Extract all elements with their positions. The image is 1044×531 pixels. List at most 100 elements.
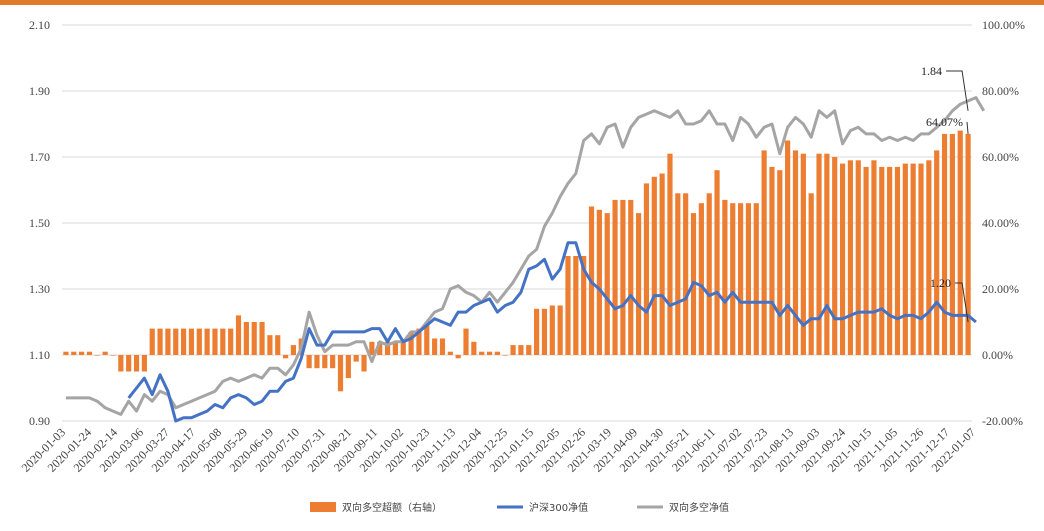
bar xyxy=(871,160,877,355)
annotation-leader xyxy=(955,282,969,323)
line-series xyxy=(65,96,986,423)
bar xyxy=(94,355,100,356)
bar xyxy=(455,355,461,359)
right-tick-label: -20.00% xyxy=(982,414,1023,428)
bar xyxy=(290,345,297,355)
right-tick-label: 80.00% xyxy=(982,84,1019,98)
bar xyxy=(643,183,650,355)
bar xyxy=(753,203,759,355)
bar xyxy=(565,256,571,355)
right-tick-label: 0.00% xyxy=(982,348,1013,362)
bar xyxy=(424,325,430,355)
left-tick-label: 0.90 xyxy=(29,414,50,428)
bar xyxy=(314,355,320,369)
bar xyxy=(447,351,453,355)
bar xyxy=(541,308,548,355)
bar xyxy=(518,345,524,355)
bar xyxy=(879,166,885,355)
bar xyxy=(141,355,147,372)
bar xyxy=(769,166,775,355)
bar xyxy=(596,209,602,355)
bar xyxy=(824,153,830,355)
bar xyxy=(282,355,289,359)
bar xyxy=(714,170,720,355)
bar xyxy=(126,355,132,372)
bar xyxy=(510,345,516,355)
bar xyxy=(494,351,500,355)
bar xyxy=(659,173,665,355)
bar xyxy=(816,153,822,355)
bar xyxy=(636,213,642,355)
bar xyxy=(910,163,916,355)
left-tick-label: 1.50 xyxy=(29,216,50,230)
bar xyxy=(235,315,242,355)
bar xyxy=(157,328,163,355)
bar xyxy=(941,133,948,355)
bar xyxy=(675,193,681,355)
bar xyxy=(479,351,485,355)
left-tick-label: 1.90 xyxy=(29,84,50,98)
bar xyxy=(628,199,634,355)
bar xyxy=(706,193,712,355)
legend-label: 沪深300净值 xyxy=(529,501,588,514)
bar xyxy=(863,166,869,355)
bar xyxy=(847,160,853,355)
bar xyxy=(432,338,438,355)
bar xyxy=(667,153,673,355)
bar xyxy=(463,328,469,355)
bar xyxy=(526,345,532,355)
left-axis-ticks: 2.10 1.90 1.70 1.50 1.30 1.10 0.90 xyxy=(29,18,50,428)
bar xyxy=(800,153,806,355)
right-tick-label: 100.00% xyxy=(982,18,1025,32)
legend: 双向多空超额（右轴） 沪深300净值 双向多空净值 xyxy=(310,501,729,514)
bar xyxy=(683,193,689,355)
bar xyxy=(949,133,955,355)
bar xyxy=(965,133,971,355)
right-tick-label: 40.00% xyxy=(982,216,1019,230)
bar xyxy=(408,331,414,355)
bar xyxy=(471,341,477,355)
bar xyxy=(957,130,963,355)
bar xyxy=(165,328,171,355)
bar xyxy=(722,199,728,355)
bar-series xyxy=(63,130,971,392)
bar xyxy=(118,355,124,372)
bar xyxy=(267,335,273,355)
bar xyxy=(102,351,108,355)
bar xyxy=(259,322,265,355)
series-line xyxy=(65,96,986,416)
bar xyxy=(196,328,202,355)
bar xyxy=(902,163,908,355)
bar xyxy=(777,170,783,355)
bar xyxy=(745,203,752,355)
bar xyxy=(173,328,179,355)
bar xyxy=(808,193,814,355)
bar xyxy=(392,341,398,355)
bar xyxy=(549,305,555,355)
bar xyxy=(337,355,344,392)
right-tick-label: 20.00% xyxy=(982,282,1019,296)
annotation-label: 1.84 xyxy=(921,64,942,78)
legend-label: 双向多空净值 xyxy=(669,501,729,514)
bar xyxy=(486,351,493,355)
bar xyxy=(730,203,736,355)
bar xyxy=(71,351,77,355)
left-tick-label: 2.10 xyxy=(29,18,50,32)
bar xyxy=(345,355,351,379)
bar xyxy=(400,341,406,355)
bar xyxy=(204,328,210,355)
legend-swatch xyxy=(310,502,336,512)
bar xyxy=(110,355,116,356)
top-accent-bar xyxy=(0,0,1044,5)
bar xyxy=(322,355,328,369)
bar xyxy=(926,160,932,355)
annotation-leader xyxy=(946,70,969,111)
bar xyxy=(251,322,257,355)
bar xyxy=(832,157,838,355)
bar xyxy=(228,328,234,355)
bar xyxy=(918,163,924,355)
bar xyxy=(86,351,93,355)
bar xyxy=(785,140,791,355)
annotation-leader xyxy=(966,121,969,134)
